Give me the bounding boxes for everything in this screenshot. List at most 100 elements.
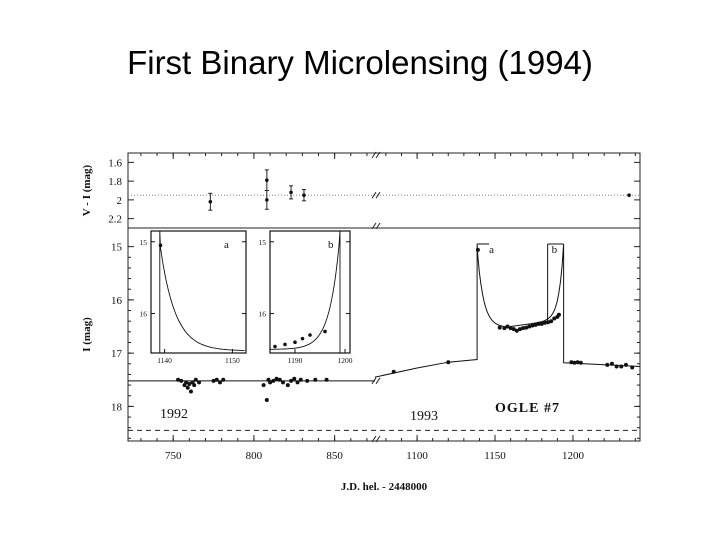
magnitude-data-point <box>185 385 190 390</box>
magnitude-data-point <box>187 382 192 387</box>
axis-break-marker <box>371 435 381 443</box>
magnitude-data-point <box>497 325 502 330</box>
magnitude-data-point <box>211 378 216 383</box>
x-tick-label: 1150 <box>484 450 506 462</box>
magnitude-data-point <box>277 377 282 382</box>
season-label-1993: 1993 <box>410 409 438 424</box>
magnitude-data-point <box>514 328 519 333</box>
axis-break-marker <box>371 222 381 230</box>
magnitude-data-point <box>188 389 193 394</box>
inset-data-point <box>308 333 312 337</box>
inset-frame <box>150 230 247 354</box>
magnitude-data-point <box>261 383 266 388</box>
y-tick-label: 16 <box>111 295 123 307</box>
x-axis-label: J.D. hel. - 2448000 <box>341 481 428 493</box>
magnitude-data-point <box>285 383 290 388</box>
y-tick-label: 17 <box>111 348 123 360</box>
inset-model-curve <box>159 230 245 353</box>
axis-break-marker <box>371 377 381 385</box>
plot-frame <box>127 152 641 442</box>
inset-label: b <box>328 239 334 251</box>
magnitude-data-point <box>619 364 624 369</box>
magnitude-data-point <box>623 362 628 367</box>
inset-data-point <box>293 340 297 345</box>
magnitude-data-point <box>271 378 276 383</box>
inset-y-tick-label: 15 <box>140 238 148 247</box>
inset-y-tick-label: 15 <box>259 238 267 247</box>
magnitude-data-point <box>572 360 577 365</box>
magnitude-data-point <box>539 321 544 326</box>
magnitude-data-point <box>533 322 538 327</box>
magnitude-data-point <box>214 377 219 382</box>
magnitude-data-point <box>280 380 285 385</box>
slide-title: First Binary Microlensing (1994) <box>127 44 593 81</box>
magnitude-data-point <box>530 323 535 328</box>
x-tick-label: 850 <box>326 450 343 462</box>
x-tick-label: 750 <box>165 450 182 462</box>
y-tick-label: 2.2 <box>108 214 122 226</box>
y-tick-label: 18 <box>111 401 123 413</box>
magnitude-data-point <box>274 376 279 381</box>
magnitude-data-point <box>549 319 554 324</box>
bottom-y-axis-label: I (mag) <box>81 317 93 352</box>
season-label-1992: 1992 <box>160 407 188 422</box>
y-tick-label: 15 <box>111 242 123 254</box>
magnitude-data-point <box>517 327 522 332</box>
x-tick-label: 800 <box>246 450 263 462</box>
magnitude-data-point <box>536 321 541 326</box>
magnitude-data-point <box>475 247 480 252</box>
inset-label: a <box>224 239 229 251</box>
model-light-curve <box>374 243 641 378</box>
magnitude-data-point <box>197 380 202 385</box>
magnitude-data-point <box>176 377 181 382</box>
inset-inset_b: 1190 1200 15 16 b <box>259 230 353 365</box>
magnitude-data-point <box>521 326 526 331</box>
inset-data-point <box>283 342 287 347</box>
x-tick-label: 1200 <box>562 450 585 462</box>
magnitude-data-point <box>502 326 507 331</box>
magnitude-data-point <box>192 383 197 388</box>
magnitude-data-point <box>218 380 223 385</box>
magnitude-data-point <box>505 324 510 329</box>
color-data-point <box>265 198 269 202</box>
magnitude-data-point <box>605 362 610 367</box>
inset-x-tick-label: 1140 <box>157 356 172 365</box>
inset-y-tick-label: 16 <box>259 310 267 319</box>
magnitude-data-point <box>578 360 583 365</box>
y-tick-label: 2 <box>117 195 123 207</box>
inset-inset_a: 1140 1150 15 16 a <box>140 230 247 365</box>
magnitude-data-point <box>527 324 532 329</box>
magnitude-data-point <box>193 377 198 382</box>
magnitude-data-point <box>614 364 619 369</box>
inset-model-curve <box>270 230 341 353</box>
magnitude-data-point <box>524 325 529 330</box>
magnitude-data-point <box>511 327 516 332</box>
magnitude-data-point <box>569 360 574 365</box>
x-tick-label: 1100 <box>406 450 428 462</box>
magnitude-data-point <box>446 360 451 365</box>
magnitude-data-point <box>630 365 635 370</box>
magnitude-data-point <box>264 397 269 402</box>
magnitude-data-point <box>289 378 294 383</box>
inset-data-point <box>323 329 327 334</box>
magnitude-data-point <box>542 320 547 325</box>
magnitude-data-point <box>609 361 614 366</box>
magnitude-data-point <box>221 377 226 382</box>
inset-data-point <box>273 344 277 349</box>
magnitude-data-point <box>546 320 551 325</box>
inset-frame <box>269 230 351 354</box>
color-data-point <box>208 199 213 204</box>
magnitude-data-point <box>184 380 189 385</box>
y-tick-label: 1.6 <box>108 157 122 169</box>
color-data-point <box>265 178 269 182</box>
magnitude-data-point <box>575 360 580 365</box>
event-label: OGLE #7 <box>495 401 560 416</box>
magnitude-data-point <box>324 377 329 382</box>
inset-x-tick-label: 1200 <box>338 356 353 365</box>
magnitude-data-point <box>268 380 273 385</box>
magnitude-data-point <box>508 326 513 331</box>
color-data-point <box>302 193 306 197</box>
inset-y-tick-label: 16 <box>140 310 148 319</box>
inset-data-point <box>158 243 163 248</box>
